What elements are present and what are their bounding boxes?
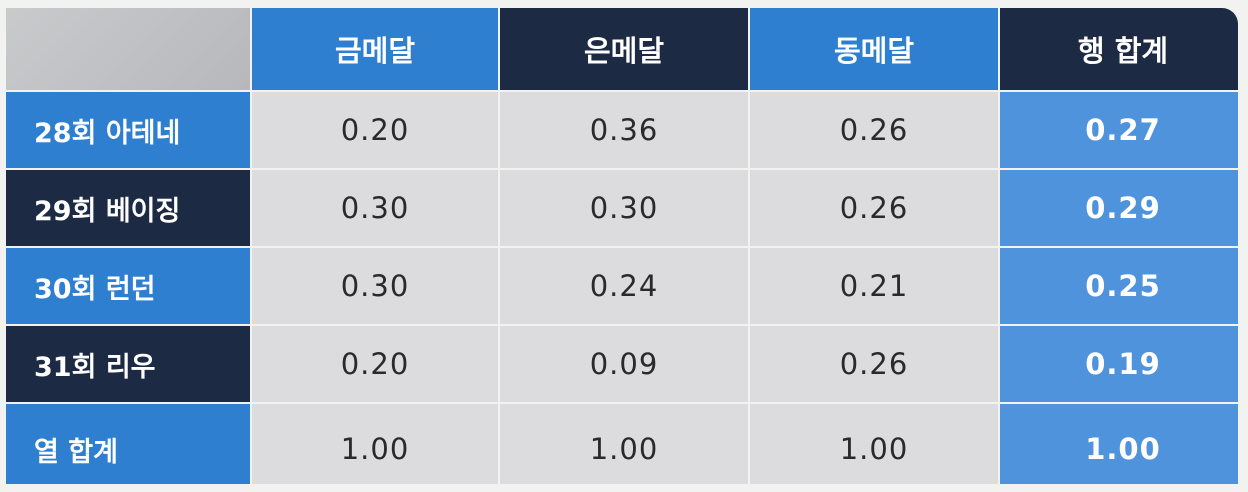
cell-beijing-silver: 0.30	[500, 170, 748, 246]
cell-athens-silver: 0.36	[500, 92, 748, 168]
header-row-total: 행 합계	[1000, 8, 1238, 90]
cell-athens-bronze: 0.26	[750, 92, 998, 168]
cell-coltotal-bronze: 1.00	[750, 404, 998, 484]
header-gold: 금메달	[252, 8, 498, 90]
row-label-london: 30회 런던	[6, 248, 250, 324]
cell-london-silver: 0.24	[500, 248, 748, 324]
row-label-rio: 31회 리우	[6, 326, 250, 402]
cell-athens-total: 0.27	[1000, 92, 1238, 168]
cell-coltotal-total: 1.00	[1000, 404, 1238, 484]
cell-rio-silver: 0.09	[500, 326, 748, 402]
cell-beijing-total: 0.29	[1000, 170, 1238, 246]
row-label-beijing: 29회 베이징	[6, 170, 250, 246]
cell-london-total: 0.25	[1000, 248, 1238, 324]
row-label-column-total: 열 합계	[6, 404, 250, 484]
cell-coltotal-silver: 1.00	[500, 404, 748, 484]
cell-beijing-bronze: 0.26	[750, 170, 998, 246]
table-corner	[6, 8, 250, 90]
cell-coltotal-gold: 1.00	[252, 404, 498, 484]
header-bronze: 동메달	[750, 8, 998, 90]
cell-london-gold: 0.30	[252, 248, 498, 324]
row-label-athens: 28회 아테네	[6, 92, 250, 168]
cell-beijing-gold: 0.30	[252, 170, 498, 246]
header-silver: 은메달	[500, 8, 748, 90]
cell-athens-gold: 0.20	[252, 92, 498, 168]
cell-london-bronze: 0.21	[750, 248, 998, 324]
cell-rio-total: 0.19	[1000, 326, 1238, 402]
cell-rio-bronze: 0.26	[750, 326, 998, 402]
cell-rio-gold: 0.20	[252, 326, 498, 402]
medal-ratio-table: 금메달 은메달 동메달 행 합계 28회 아테네 0.20 0.36 0.26 …	[6, 8, 1238, 484]
